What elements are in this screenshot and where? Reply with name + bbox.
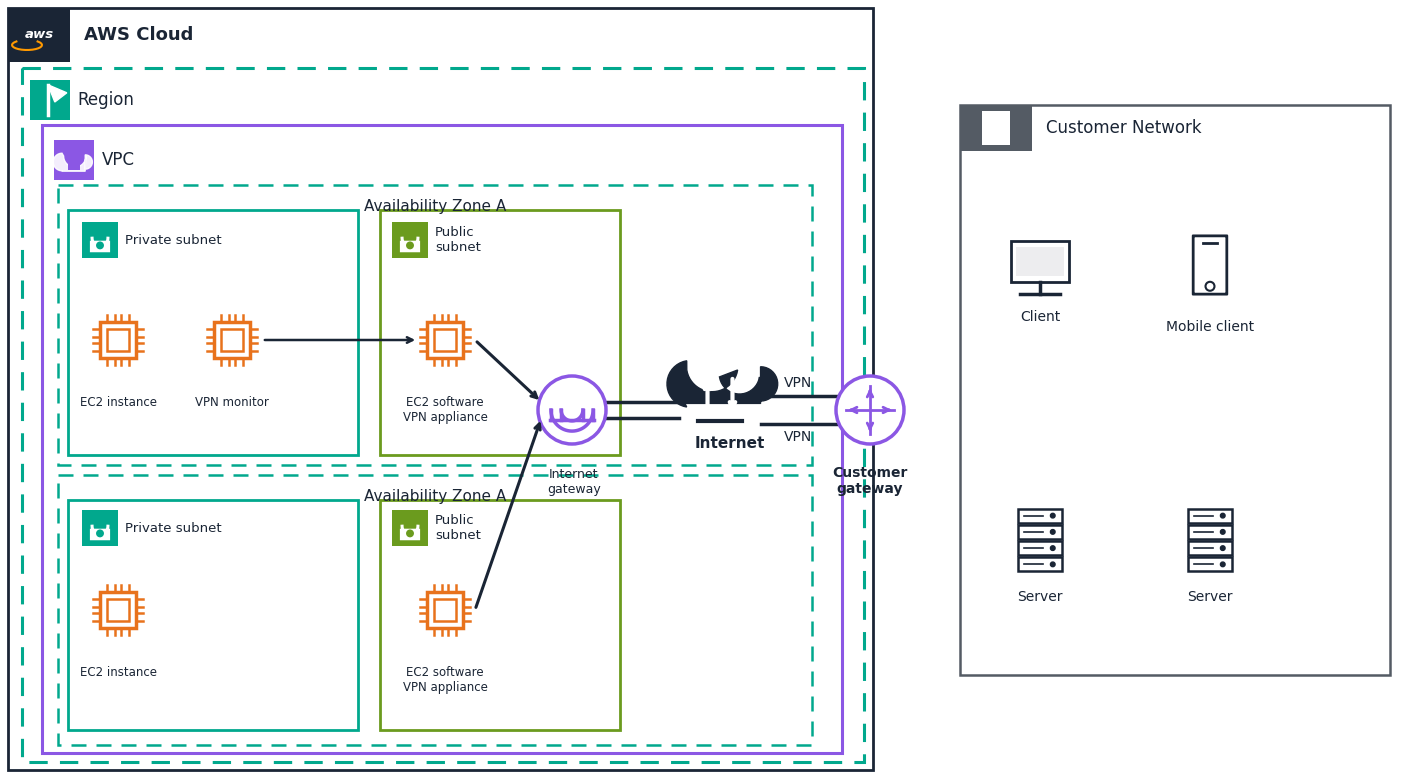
Text: Customer
gateway: Customer gateway — [832, 466, 908, 496]
Bar — [1018, 525, 1062, 539]
Bar — [214, 322, 250, 358]
Bar — [100, 592, 136, 628]
Bar — [67, 210, 359, 455]
Bar — [998, 119, 1007, 125]
Text: Private subnet: Private subnet — [125, 234, 222, 247]
Circle shape — [1220, 530, 1225, 534]
Bar — [988, 134, 995, 141]
Text: VPN: VPN — [785, 376, 813, 390]
Text: EC2 software
VPN appliance: EC2 software VPN appliance — [402, 666, 488, 694]
Bar — [1188, 558, 1232, 572]
Bar — [1018, 558, 1062, 572]
Text: Internet: Internet — [695, 436, 765, 451]
Bar — [981, 111, 1011, 145]
Bar — [107, 330, 128, 351]
Bar — [1018, 508, 1062, 522]
Text: Mobile client: Mobile client — [1166, 320, 1254, 334]
Bar — [392, 222, 427, 258]
Circle shape — [1050, 530, 1054, 534]
Bar — [380, 500, 620, 730]
Circle shape — [1050, 513, 1054, 518]
Bar — [1188, 508, 1232, 522]
Polygon shape — [48, 85, 67, 102]
Text: VPC: VPC — [103, 151, 135, 169]
Text: Internet
gateway: Internet gateway — [547, 468, 600, 496]
Text: aws: aws — [24, 28, 53, 41]
Circle shape — [1220, 546, 1225, 551]
Text: EC2 instance: EC2 instance — [80, 396, 156, 409]
Bar — [427, 592, 463, 628]
Bar — [42, 125, 842, 753]
Bar — [434, 600, 456, 621]
Bar — [100, 322, 136, 358]
Bar — [960, 105, 1391, 675]
Bar — [69, 161, 80, 170]
Bar — [58, 475, 813, 745]
Polygon shape — [53, 153, 93, 171]
Bar — [998, 127, 1007, 133]
Polygon shape — [666, 361, 778, 407]
Bar — [58, 185, 813, 465]
Text: Server: Server — [1187, 590, 1233, 604]
Circle shape — [406, 530, 413, 537]
Bar — [1018, 541, 1062, 555]
Bar — [1017, 247, 1063, 276]
Bar — [53, 140, 94, 180]
FancyBboxPatch shape — [399, 529, 420, 540]
Bar — [434, 330, 456, 351]
Circle shape — [538, 376, 606, 444]
Bar — [221, 330, 243, 351]
Circle shape — [97, 530, 103, 537]
Bar — [1011, 241, 1069, 282]
Bar — [67, 500, 359, 730]
Bar — [82, 222, 118, 258]
Circle shape — [406, 242, 413, 248]
Text: Availability Zone A: Availability Zone A — [364, 490, 506, 505]
Bar — [30, 80, 70, 120]
FancyBboxPatch shape — [90, 529, 110, 540]
Text: AWS Cloud: AWS Cloud — [84, 26, 194, 44]
Bar — [8, 8, 873, 770]
Text: Public
subnet: Public subnet — [434, 226, 481, 254]
Text: Client: Client — [1019, 310, 1060, 324]
Text: EC2 instance: EC2 instance — [80, 666, 156, 679]
Text: Server: Server — [1018, 590, 1063, 604]
Bar — [22, 68, 865, 762]
Text: Public
subnet: Public subnet — [434, 514, 481, 542]
Bar — [988, 119, 995, 125]
Bar — [82, 510, 118, 546]
Text: Availability Zone A: Availability Zone A — [364, 199, 506, 215]
Text: Customer Network: Customer Network — [1046, 119, 1202, 137]
Bar — [427, 322, 463, 358]
Text: Region: Region — [77, 91, 134, 109]
Circle shape — [1050, 562, 1054, 567]
Bar — [988, 127, 995, 133]
Bar — [998, 134, 1007, 141]
Bar — [380, 210, 620, 455]
Bar — [392, 510, 427, 546]
Circle shape — [97, 242, 103, 248]
FancyBboxPatch shape — [399, 241, 420, 252]
Text: VPN monitor: VPN monitor — [195, 396, 269, 409]
Bar — [960, 105, 1032, 151]
Bar — [107, 600, 128, 621]
Text: EC2 software
VPN appliance: EC2 software VPN appliance — [402, 396, 488, 424]
Text: Private subnet: Private subnet — [125, 522, 222, 534]
Circle shape — [1220, 562, 1225, 567]
Bar — [1188, 541, 1232, 555]
Bar — [1188, 525, 1232, 539]
Circle shape — [1050, 546, 1054, 551]
Text: VPN: VPN — [785, 430, 813, 444]
Bar — [8, 8, 70, 62]
Circle shape — [1220, 513, 1225, 518]
FancyBboxPatch shape — [90, 241, 110, 252]
Circle shape — [837, 376, 904, 444]
